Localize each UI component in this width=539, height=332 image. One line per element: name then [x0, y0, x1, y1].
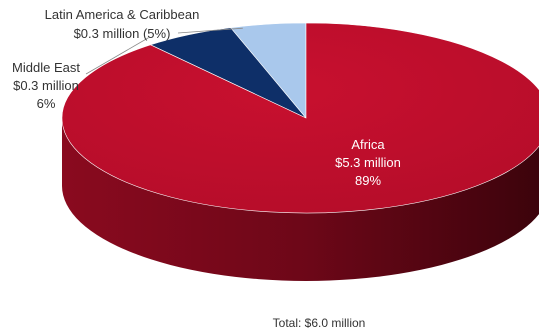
pie-side-layer — [62, 118, 539, 281]
pie-top-layer — [61, 22, 539, 214]
slice-label-africa-name: Africa — [351, 137, 385, 152]
chart-total-label: Total: $6.0 million — [273, 316, 366, 330]
leader-line-latin-america — [177, 27, 243, 34]
slice-label-africa-percent: 89% — [355, 173, 381, 188]
pie-slice-africa — [61, 22, 539, 214]
slice-label-latin-america-amount: $0.3 million (5%) — [74, 26, 171, 41]
leader-line-middle-east — [85, 37, 149, 75]
slice-label-africa-amount: $5.3 million — [335, 155, 401, 170]
slice-label-middle-east-percent: 6% — [37, 96, 56, 111]
pie-leader-lines — [85, 27, 243, 75]
slice-label-latin-america-name: Latin America & Caribbean — [45, 7, 200, 22]
slice-label-middle-east-name: Middle East — [12, 60, 80, 75]
pie-slice-side-africa — [62, 118, 539, 281]
slice-label-middle-east-amount: $0.3 million — [13, 78, 79, 93]
